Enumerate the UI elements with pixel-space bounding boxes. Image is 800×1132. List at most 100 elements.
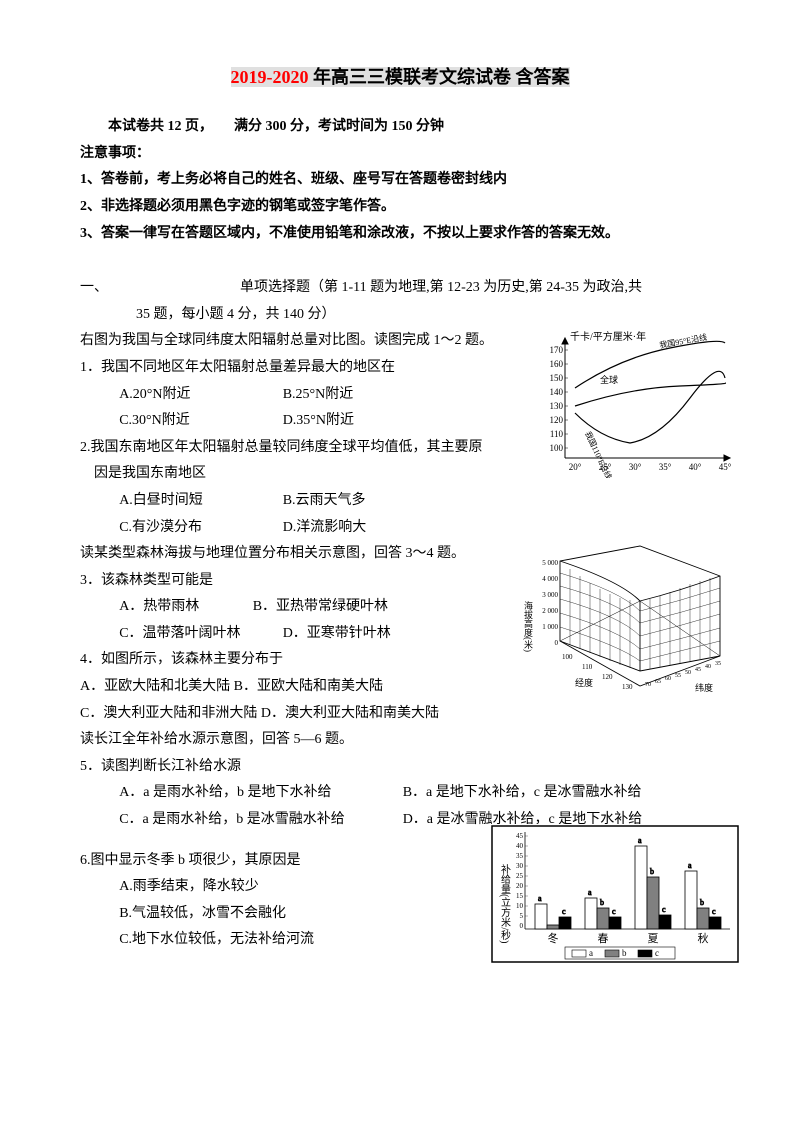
svg-text:40°: 40°	[689, 462, 702, 472]
svg-text:100: 100	[550, 443, 564, 453]
q1-opt-a: A.20°N附近	[119, 382, 279, 409]
svg-text:65: 65	[655, 679, 661, 685]
svg-text:我国95°E沿线: 我国95°E沿线	[659, 332, 708, 350]
svg-text:2 000: 2 000	[542, 607, 558, 615]
svg-text:海拔高度(米): 海拔高度(米)	[523, 600, 533, 652]
svg-text:55: 55	[675, 673, 681, 679]
q3-opt-a: A．热带雨林	[119, 594, 249, 621]
page: 2019-2020 年高三三模联考文综试卷 含答案 本试卷共 12 页， 满分 …	[0, 0, 800, 994]
block-q6: 补给量(立方米/秒) 45 40 35 30 25 20 15 10 5 0	[80, 848, 720, 954]
q3-opt-b: B．亚热带常绿硬叶林	[253, 594, 388, 621]
svg-text:春: 春	[598, 932, 609, 945]
q2-opt-a: A.白昼时间短	[119, 488, 279, 515]
svg-text:a: a	[538, 894, 542, 903]
svg-text:4 000: 4 000	[542, 575, 558, 583]
title-year: 2019-2020	[231, 67, 309, 87]
svg-text:45°: 45°	[719, 462, 732, 472]
intro-3: 读长江全年补给水源示意图，回答 5—6 题。	[80, 727, 720, 754]
svg-text:25: 25	[516, 872, 524, 880]
svg-text:150: 150	[550, 373, 564, 383]
q2-opts-row1: A.白昼时间短 B.云雨天气多	[80, 488, 720, 515]
q4-opt-d: D．澳大利亚大陆和南美大陆	[261, 706, 439, 721]
q5-opt-b: B．a 是地下水补给，c 是冰雪融水补给	[403, 780, 642, 807]
svg-text:15: 15	[516, 892, 524, 900]
q5-opt-c: C．a 是雨水补给，b 是冰雪融水补给	[119, 807, 399, 834]
svg-text:130: 130	[550, 401, 564, 411]
section-1-label: 一、	[80, 275, 240, 302]
svg-text:a: a	[638, 836, 642, 845]
notice-3: 3、答案一律写在答题区域内，不准使用铅笔和涂改液，不按以上要求作答的答案无效。	[80, 221, 720, 248]
section-1-text: 单项选择题（第 1-11 题为地理,第 12-23 为历史,第 24-35 为政…	[240, 275, 720, 302]
svg-text:120: 120	[602, 673, 613, 681]
figure-1: 千卡/平方厘米·年 170 160 150 140 130 120 110 10…	[530, 328, 740, 478]
svg-text:170: 170	[550, 345, 564, 355]
svg-text:30: 30	[516, 862, 524, 870]
svg-text:110: 110	[582, 663, 593, 671]
svg-text:1 000: 1 000	[542, 623, 558, 631]
q3-opt-d: D．亚寒带针叶林	[283, 621, 391, 648]
q2-opt-d: D.洋流影响大	[283, 515, 443, 542]
q3-opt-c: C．温带落叶阔叶林	[119, 621, 279, 648]
notice-header: 注意事项：	[80, 141, 720, 168]
svg-text:纬度: 纬度	[695, 682, 713, 693]
preamble: 本试卷共 12 页， 满分 300 分，考试时间为 150 分钟	[80, 114, 720, 141]
svg-text:b: b	[650, 867, 654, 876]
svg-text:b: b	[622, 948, 627, 958]
svg-text:千卡/平方厘米·年: 千卡/平方厘米·年	[570, 330, 646, 343]
svg-text:45: 45	[695, 667, 701, 673]
svg-text:130: 130	[622, 683, 633, 691]
q2-opt-b: B.云雨天气多	[283, 488, 443, 515]
svg-text:20: 20	[516, 882, 524, 890]
svg-text:35°: 35°	[659, 462, 672, 472]
svg-text:c: c	[662, 905, 666, 914]
block-q3-q4: 海拔高度(米) 5 000 4 000 3 000 2 000 1 000 0 …	[80, 541, 720, 727]
q5-opts-row1: A．a 是雨水补给，b 是地下水补给 B．a 是地下水补给，c 是冰雪融水补给	[80, 780, 720, 807]
svg-text:40: 40	[705, 664, 711, 670]
q1-opt-d: D.35°N附近	[283, 408, 443, 435]
svg-text:c: c	[655, 948, 659, 958]
figure-3: 补给量(立方米/秒) 45 40 35 30 25 20 15 10 5 0	[490, 824, 740, 964]
svg-text:140: 140	[550, 387, 564, 397]
q2-opts-row2: C.有沙漠分布 D.洋流影响大	[80, 515, 720, 542]
svg-text:20°: 20°	[569, 462, 582, 472]
svg-text:0: 0	[520, 922, 524, 930]
svg-text:30°: 30°	[629, 462, 642, 472]
svg-text:70: 70	[645, 682, 651, 688]
block-q1-q2: 千卡/平方厘米·年 170 160 150 140 130 120 110 10…	[80, 328, 720, 541]
svg-text:b: b	[600, 898, 604, 907]
section-1-header: 一、 单项选择题（第 1-11 题为地理,第 12-23 为历史,第 24-35…	[80, 275, 720, 302]
svg-text:60: 60	[665, 676, 671, 682]
svg-text:50: 50	[685, 670, 691, 676]
svg-text:100: 100	[562, 653, 573, 661]
notice-2: 2、非选择题必须用黑色字迹的钢笔或签字笔作答。	[80, 194, 720, 221]
q1-opt-c: C.30°N附近	[119, 408, 279, 435]
svg-text:45: 45	[516, 832, 524, 840]
section-1-cont: 35 题，每小题 4 分，共 140 分）	[80, 302, 720, 329]
q5: 5．读图判断长江补给水源	[80, 754, 720, 781]
q4-opt-a: A．亚欧大陆和北美大陆	[80, 674, 230, 701]
svg-text:c: c	[612, 907, 616, 916]
svg-text:冬: 冬	[548, 931, 559, 945]
figure-2: 海拔高度(米) 5 000 4 000 3 000 2 000 1 000 0 …	[520, 541, 750, 711]
svg-text:110: 110	[550, 429, 564, 439]
svg-text:c: c	[562, 907, 566, 916]
page-title: 2019-2020 年高三三模联考文综试卷 含答案	[80, 60, 720, 94]
svg-text:10: 10	[516, 902, 524, 910]
svg-text:a: a	[588, 888, 592, 897]
q2-opt-c: C.有沙漠分布	[119, 515, 279, 542]
svg-text:160: 160	[550, 359, 564, 369]
q1-opt-b: B.25°N附近	[283, 382, 443, 409]
svg-text:a: a	[589, 948, 593, 958]
svg-text:120: 120	[550, 415, 564, 425]
q5-opt-a: A．a 是雨水补给，b 是地下水补给	[119, 780, 399, 807]
q4-opt-c: C．澳大利亚大陆和非洲大陆	[80, 701, 257, 728]
svg-text:5: 5	[520, 912, 524, 920]
svg-text:a: a	[688, 861, 692, 870]
svg-text:秋: 秋	[698, 931, 709, 945]
svg-text:40: 40	[516, 842, 524, 850]
svg-text:经度: 经度	[575, 677, 593, 688]
svg-text:全球: 全球	[600, 374, 618, 385]
svg-text:夏: 夏	[648, 932, 659, 945]
title-text: 年高三三模联考文综试卷 含答案	[309, 67, 570, 87]
svg-text:0: 0	[555, 639, 559, 647]
